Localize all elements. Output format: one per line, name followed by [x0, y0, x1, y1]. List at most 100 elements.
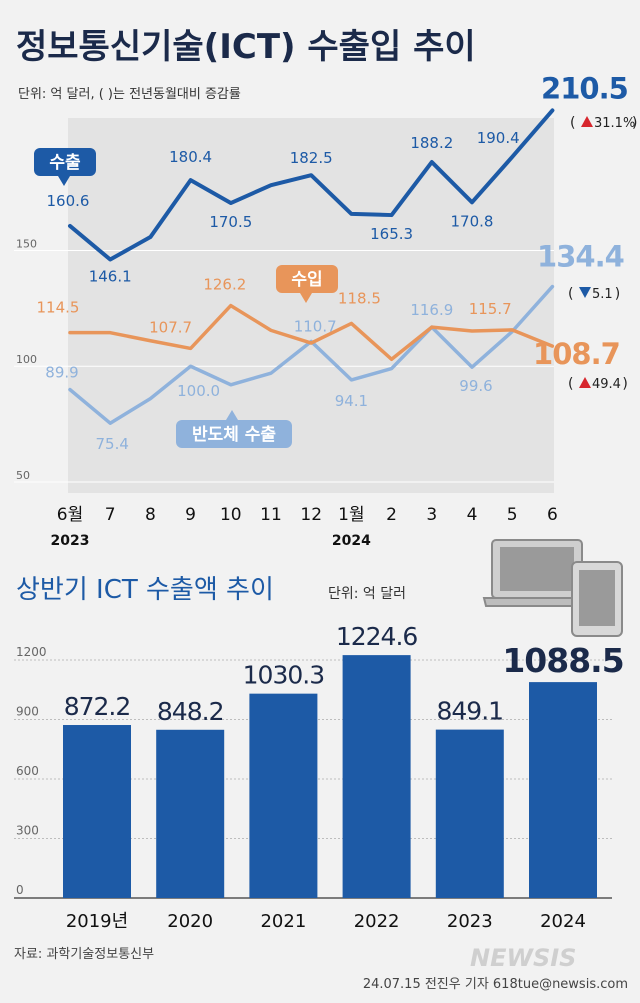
x-year-label: 2023 [51, 533, 90, 549]
line-y-tick-label: 150 [16, 237, 37, 250]
bar [529, 682, 597, 898]
data-label-export: 170.5 [209, 213, 252, 231]
data-label-semiconductor: 100.0 [177, 382, 220, 400]
data-label-semiconductor: 75.4 [95, 435, 128, 453]
legend-semiconductor: 반도체 수출 [176, 410, 292, 448]
x-tick-label: 12 [300, 505, 322, 525]
data-label-export: 146.1 [89, 268, 132, 286]
legend-semi-box [176, 420, 292, 448]
bar [156, 729, 225, 898]
legend-import-label: 수입 [291, 270, 322, 290]
bar-value-label: 1224.6 [336, 622, 418, 651]
change-rate-export: (31.1%) [570, 115, 637, 131]
data-label-export: 170.8 [451, 212, 494, 230]
change-rate-import: (5.1) [568, 286, 620, 302]
bar-value-label: 872.2 [64, 692, 131, 721]
data-label-semiconductor: 89.9 [45, 364, 78, 382]
bar-chart-unit: 단위: 억 달러 [328, 586, 406, 602]
change-paren-open: ( [568, 376, 573, 392]
data-label-export: 190.4 [477, 129, 520, 147]
x-tick-label: 11 [260, 505, 282, 525]
series-labels-import: 114.5 107.7 126.2 118.5 115.7 108.7 [37, 276, 621, 372]
bar [435, 729, 504, 898]
line-chart-series: 160.6 146.1 180.4 170.5 182.5 165.3 188.2 170.8… [37, 71, 629, 454]
bar-chart-bars: 872.2 848.2 1030.3 1224.6 849.1 1088.5 [63, 622, 625, 898]
laptop-display [500, 547, 574, 591]
data-label-semiconductor: 134.4 [537, 240, 624, 274]
up-arrow-icon [581, 116, 593, 127]
line-chart-grid [14, 249, 554, 483]
data-label-semiconductor: 94.1 [335, 392, 368, 410]
line-chart-x-axis: 6월 7 8 9 10 11 12 1월 2 3 4 5 6 2023 2024 [51, 505, 558, 549]
x-tick-label: 10 [220, 505, 242, 525]
bar-chart-x-axis: 2019년 2020 2021 2022 2023 2024 [66, 911, 586, 932]
data-label-import: 108.7 [533, 337, 620, 371]
change-rate-annotations: (31.1%)(5.1)(49.4) [568, 115, 637, 392]
bar-x-tick-label: 2022 [354, 911, 400, 932]
change-rate-value: 5.1 [592, 287, 613, 302]
legend-export-pointer [58, 176, 70, 186]
data-label-import: 118.5 [338, 289, 381, 307]
bar [249, 693, 318, 898]
bar-y-tick-label: 1200 [16, 645, 47, 659]
bar-y-tick-label: 600 [16, 764, 39, 778]
x-tick-label: 9 [185, 505, 196, 525]
bar-x-tick-label: 2023 [447, 911, 493, 932]
unit-note: 단위: 억 달러, ( )는 전년동월대비 증감률 [18, 87, 241, 102]
change-paren-open: ( [570, 115, 575, 131]
series-line-import [68, 303, 555, 362]
data-label-import: 126.2 [203, 276, 246, 294]
change-rate-value: 31.1% [594, 116, 635, 131]
data-label-export: 210.5 [541, 71, 628, 105]
data-label-export: 180.4 [169, 148, 212, 166]
data-label-import: 107.7 [149, 318, 192, 336]
data-label-export: 160.6 [47, 192, 90, 210]
bar-chart-title: 상반기 ICT 수출액 추이 [16, 575, 274, 605]
data-label-import: 114.5 [37, 299, 80, 317]
x-tick-label: 4 [467, 505, 478, 525]
bar-y-tick-label: 0 [16, 883, 24, 897]
change-rate-value: 49.4 [592, 377, 621, 392]
x-tick-label: 8 [145, 505, 156, 525]
bar-x-tick-label: 2020 [167, 911, 213, 932]
legend-import-pointer [300, 293, 312, 303]
bar [342, 655, 411, 898]
change-rate-semiconductor: (49.4) [568, 376, 628, 392]
series-labels-export: 160.6 146.1 180.4 170.5 182.5 165.3 188.2 170.8… [47, 71, 629, 286]
up-arrow-icon [579, 377, 591, 388]
legend-semi-label: 반도체 수출 [192, 425, 276, 445]
x-tick-label: 7 [105, 505, 116, 525]
legend-semi-pointer [226, 410, 238, 420]
legend-export-label: 수출 [49, 153, 81, 173]
data-label-export: 165.3 [370, 225, 413, 243]
source-note: 자료: 과학기술정보통신부 [14, 947, 154, 962]
bar-value-label: 848.2 [157, 697, 224, 726]
change-paren-close: ) [622, 376, 627, 392]
tablet-display [579, 570, 615, 626]
bar-value-label: 1088.5 [502, 641, 623, 680]
x-tick-label: 2 [386, 505, 397, 525]
bar-value-label: 849.1 [437, 697, 504, 726]
bar-x-tick-label: 2019년 [66, 911, 128, 932]
data-label-semiconductor: 110.7 [294, 317, 337, 335]
x-year-label: 2024 [332, 533, 371, 549]
line-chart-y-axis: 50 100 150 [16, 237, 37, 482]
change-paren-close: ) [632, 115, 637, 131]
line-y-tick-label: 100 [16, 353, 37, 366]
legend-import: 수입 [276, 265, 338, 303]
data-label-semiconductor: 116.9 [410, 301, 453, 319]
line-y-tick-label: 50 [16, 469, 30, 482]
bar-y-tick-label: 900 [16, 705, 39, 719]
legend-import-box [276, 265, 338, 293]
series-labels-semiconductor: 89.9 75.4 100.0 110.7 94.1 116.9 99.6 134.4 [45, 240, 624, 454]
legend-export: 수출 [34, 148, 96, 186]
line-chart-plot-area [68, 118, 554, 493]
x-tick-label: 3 [426, 505, 437, 525]
down-arrow-icon [579, 287, 591, 298]
change-paren-open: ( [568, 286, 573, 302]
newsis-logo: NEWSIS [470, 944, 576, 972]
bar [63, 725, 131, 898]
data-label-export: 188.2 [410, 134, 453, 152]
